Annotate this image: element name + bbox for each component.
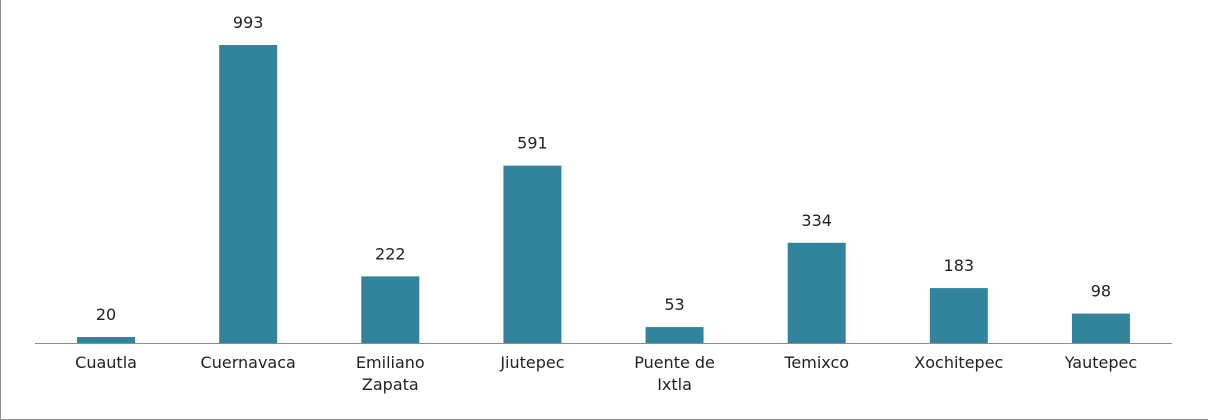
x-tick-label: Temixco [784,353,850,372]
data-label: 183 [944,256,975,275]
data-label: 20 [96,305,116,324]
x-tick-label: Jiutepec [500,353,565,372]
x-tick-label: Puente de Ixtla [634,353,715,394]
bar [929,288,988,343]
bar [503,165,562,343]
x-tick-label: Xochitepec [914,353,1004,372]
x-tick-label: Cuernavaca [200,353,296,372]
bar [1071,313,1130,343]
data-label: 98 [1091,282,1111,301]
data-label: 993 [233,13,264,32]
x-tick-label: Yautepec [1064,353,1138,372]
bar [77,336,136,343]
data-label: 53 [664,295,684,314]
x-tick-label: Cuautla [75,353,137,372]
data-label: 222 [375,244,406,263]
bar [787,242,846,343]
bar [219,45,278,343]
data-label: 591 [517,134,548,153]
bar [645,327,704,343]
bar [361,276,420,343]
x-tick-label: Emiliano Zapata [355,353,425,394]
data-label: 334 [801,211,832,230]
